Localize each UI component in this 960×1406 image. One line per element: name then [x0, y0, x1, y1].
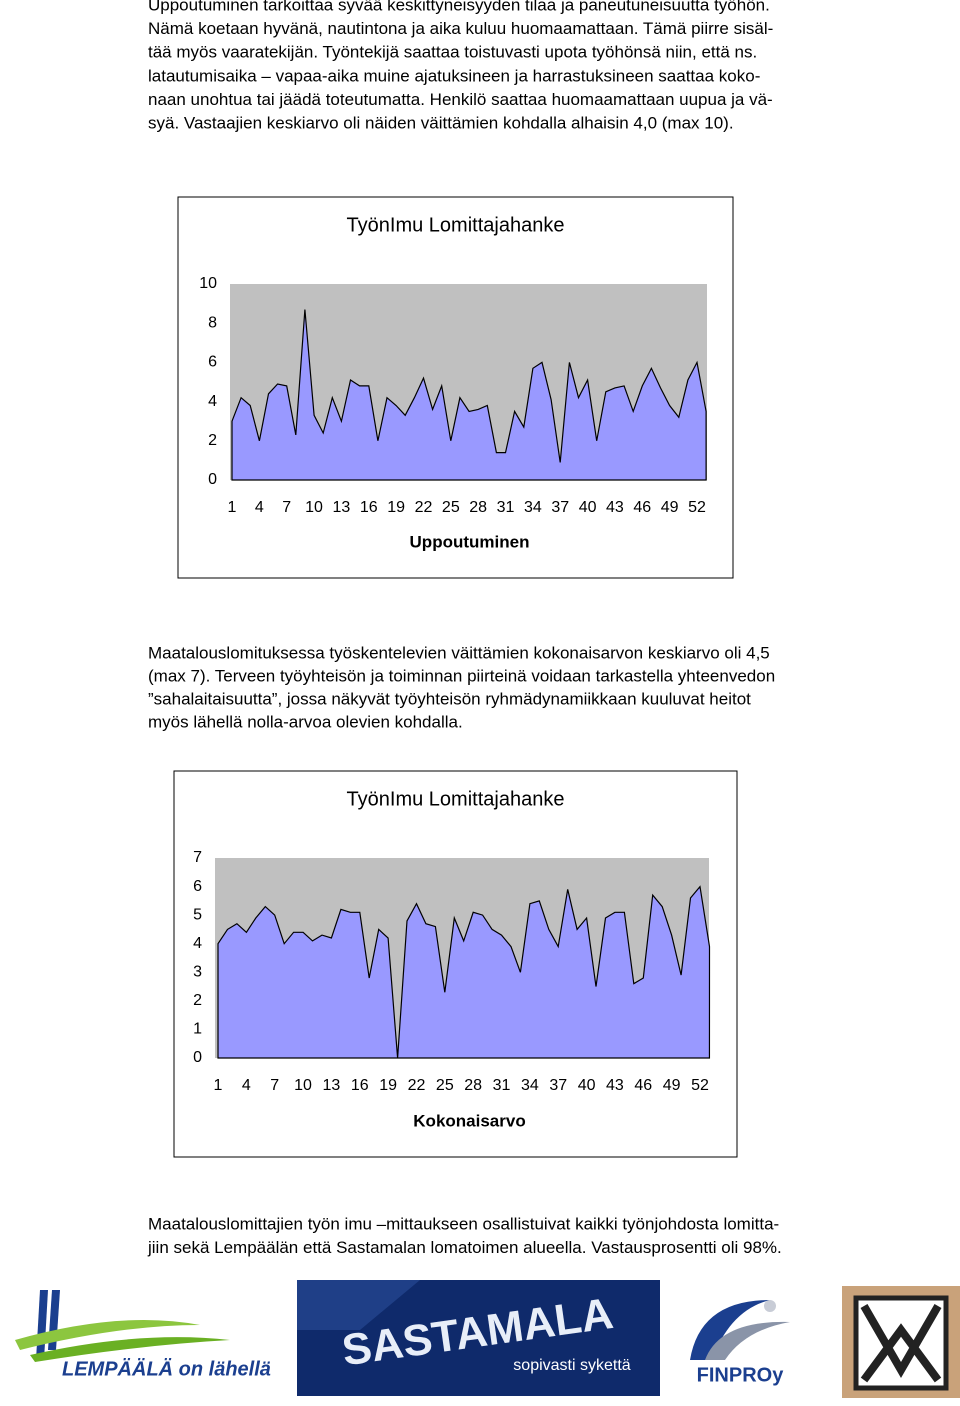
x-tick-label: 49: [661, 499, 679, 516]
y-tick-label: 3: [193, 964, 202, 981]
paragraph-line: tää myös vaaratekijän. Työntekijä saatta…: [148, 43, 757, 62]
y-tick-label: 10: [199, 275, 217, 292]
x-tick-label: 28: [469, 499, 487, 516]
logo-sastamala: SASTAMALA sopivasti sykettä: [297, 1280, 660, 1396]
y-tick-label: 8: [208, 314, 217, 331]
paragraph-line: Maatalouslomittajien työn imu –mittaukse…: [148, 1214, 779, 1233]
y-tick-label: 1: [193, 1021, 202, 1038]
paragraph-line: latautumisaika – vapaa-aika muine ajatuk…: [148, 66, 760, 85]
x-tick-label: 43: [606, 1077, 624, 1094]
x-tick-label: 34: [524, 499, 542, 516]
y-tick-label: 0: [193, 1049, 202, 1066]
logo-arc: [705, 1321, 790, 1360]
logo-swoosh: [30, 1337, 230, 1362]
y-tick-label: 4: [208, 393, 217, 410]
x-tick-label: 1: [228, 499, 237, 516]
y-tick-label: 6: [193, 878, 202, 895]
y-tick-label: 0: [208, 471, 217, 488]
x-tick-label: 46: [634, 1077, 652, 1094]
logo-text: LEMPÄÄLÄ on lähellä: [62, 1357, 271, 1380]
y-tick-label: 5: [193, 906, 202, 923]
x-tick-label: 7: [282, 499, 291, 516]
x-tick-label: 52: [688, 499, 706, 516]
x-tick-label: 43: [606, 499, 624, 516]
x-tick-label: 40: [579, 499, 597, 516]
x-tick-label: 10: [294, 1077, 312, 1094]
logo-text: FINPROy: [697, 1364, 785, 1386]
x-tick-label: 4: [242, 1077, 251, 1094]
logo-dot: [764, 1300, 776, 1312]
x-tick-label: 49: [663, 1077, 681, 1094]
chart-title: TyönImu Lomittajahanke: [347, 214, 565, 236]
paragraph-line: ”sahalaitaisuutta”, jossa näkyvät työyht…: [148, 689, 751, 708]
logo-shade: [297, 1280, 420, 1330]
chart: TyönImu LomittajahankeUppoutuminen024681…: [177, 196, 734, 579]
x-tick-label: 19: [387, 499, 405, 516]
paragraph-line: Nämä koetaan hyvänä, nautintona ja aika …: [148, 19, 773, 38]
paragraph-line: (max 7). Terveen työyhteisön ja toiminna…: [148, 666, 775, 685]
x-tick-label: 7: [270, 1077, 279, 1094]
logo-slogan: sopivasti sykettä: [513, 1357, 630, 1374]
x-tick-label: 1: [214, 1077, 223, 1094]
logo-swoosh: [15, 1320, 200, 1350]
paragraph-line: myös lähellä nolla-arvoa olevien kohdall…: [148, 712, 463, 731]
paragraph-line: jiin sekä Lempäälän että Sastamalan loma…: [147, 1238, 782, 1257]
x-tick-label: 25: [436, 1077, 454, 1094]
logo-emblem: [842, 1286, 960, 1398]
x-tick-label: 37: [551, 499, 569, 516]
x-tick-label: 37: [549, 1077, 567, 1094]
y-tick-label: 2: [193, 992, 202, 1009]
x-tick-label: 22: [415, 499, 433, 516]
x-tick-label: 16: [351, 1077, 369, 1094]
y-tick-label: 7: [193, 849, 202, 866]
x-axis-label: Uppoutuminen: [410, 532, 530, 551]
x-tick-label: 19: [379, 1077, 397, 1094]
x-tick-label: 16: [360, 499, 378, 516]
paragraph-line: Maatalouslomituksessa työskentelevien vä…: [148, 643, 770, 662]
area-series: [231, 309, 707, 481]
x-tick-label: 31: [493, 1077, 511, 1094]
logo-arc: [690, 1300, 770, 1360]
paragraph-line: naan unohtua tai jäädä toteutumatta. Hen…: [148, 90, 773, 109]
area-series: [217, 885, 711, 1059]
x-tick-label: 22: [408, 1077, 426, 1094]
chart-title: TyönImu Lomittajahanke: [347, 788, 565, 810]
x-tick-label: 4: [255, 499, 264, 516]
x-tick-label: 10: [305, 499, 323, 516]
paragraph-line: Uppoutuminen tarkoittaa syvää keskittyne…: [148, 0, 770, 14]
x-tick-label: 52: [691, 1077, 709, 1094]
chart: TyönImu LomittajahankeKokonaisarvo012345…: [173, 770, 738, 1158]
logo-finproy: FINPROy: [690, 1300, 790, 1386]
logo-lempaala: LEMPÄÄLÄ on lähellä: [0, 1282, 290, 1400]
x-tick-label: 31: [497, 499, 515, 516]
logo-mark: [860, 1303, 942, 1383]
x-tick-label: 40: [578, 1077, 596, 1094]
x-tick-label: 25: [442, 499, 460, 516]
y-tick-label: 4: [193, 935, 202, 952]
x-tick-label: 28: [464, 1077, 482, 1094]
paragraph-line: syä. Vastaajien keskiarvo oli näiden väi…: [148, 113, 734, 132]
x-tick-label: 13: [323, 1077, 341, 1094]
x-tick-label: 13: [333, 499, 351, 516]
y-tick-label: 6: [208, 354, 217, 371]
x-axis-label: Kokonaisarvo: [413, 1111, 525, 1130]
y-tick-label: 2: [208, 432, 217, 449]
x-tick-label: 34: [521, 1077, 539, 1094]
x-tick-label: 46: [633, 499, 651, 516]
